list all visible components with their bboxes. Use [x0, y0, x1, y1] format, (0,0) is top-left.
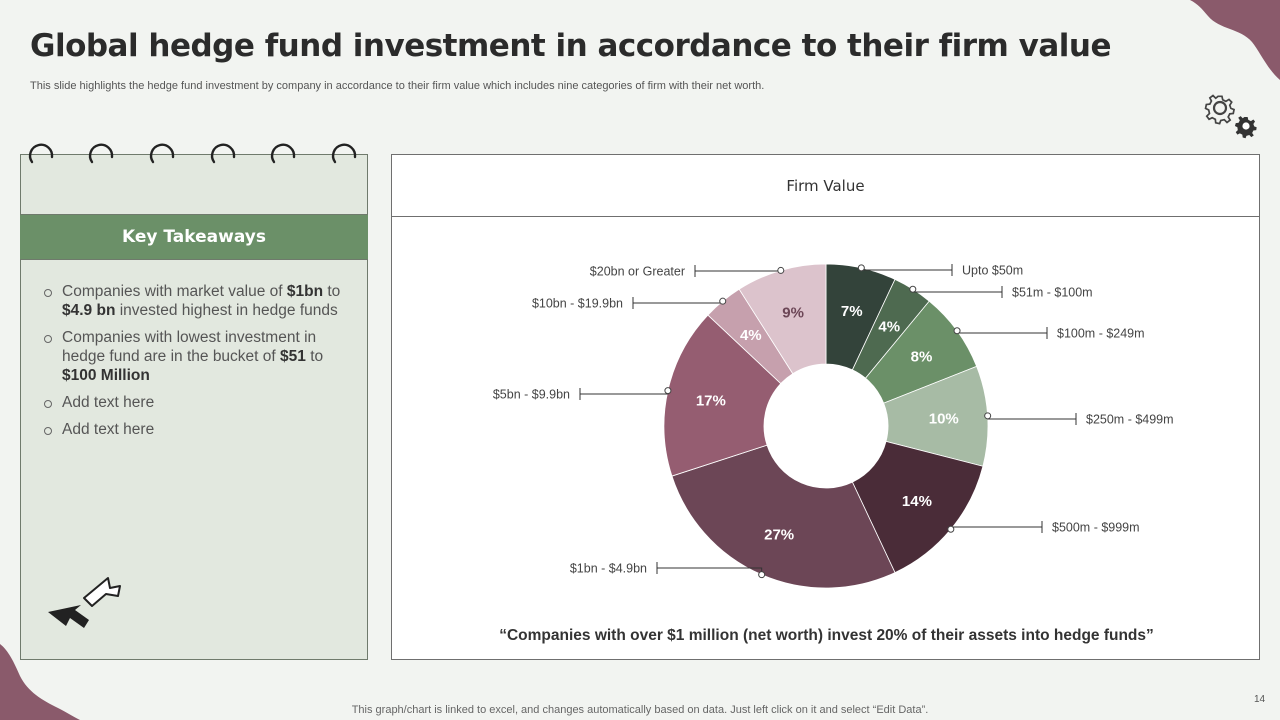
takeaway-text: Companies with lowest investment in hedg… [62, 329, 317, 365]
takeaway-text: to [305, 348, 324, 365]
leader-dot [758, 571, 766, 579]
slice-category-label: $100m - $249m [1057, 327, 1145, 341]
panel-quote: “Companies with over $1 million (net wor… [499, 627, 1154, 644]
leader-dot [664, 387, 672, 395]
slice-category-label: $20bn or Greater [590, 265, 685, 279]
takeaway-text: Add text here [62, 394, 155, 411]
leader-dot [857, 264, 865, 272]
footer-note: This graph/chart is linked to excel, and… [351, 704, 929, 716]
firm-value-panel: Firm Value 7% Upto $50m 4% $51m - $100m 8% $1… [391, 154, 1260, 660]
slice-category-label: $5bn - $9.9bn [493, 388, 570, 402]
takeaway-text: Companies with market value of [62, 283, 287, 300]
donut-slice[interactable] [738, 263, 827, 375]
slice-data-label: 4% [878, 318, 900, 335]
leader-dot [953, 327, 961, 335]
donut-slice[interactable] [663, 314, 782, 477]
slice-category-label: Upto $50m [962, 264, 1023, 278]
takeaway-highlight: $4.9 bn [62, 302, 116, 319]
donut-slice[interactable] [851, 440, 984, 574]
cursor-arrows-icon [48, 577, 121, 628]
leader-line [987, 415, 1076, 420]
takeaway-highlight: $100 Million [62, 367, 150, 384]
leader-dot [719, 297, 727, 305]
slice-category-label: $51m - $100m [1012, 286, 1093, 300]
firm-value-header: Firm Value [392, 155, 1259, 217]
takeaway-text: invested highest in hedge funds [115, 302, 338, 319]
gears-icon [1204, 94, 1257, 139]
corner-decoration-bottom-left [0, 644, 80, 720]
slice-category-label: $10bn - $19.9bn [532, 297, 623, 311]
takeaway-highlight: $51 [280, 348, 306, 365]
leader-line [860, 267, 952, 271]
corner-decoration-top-right [1190, 0, 1280, 80]
slice-category-label: $1bn - $4.9bn [570, 562, 647, 576]
leader-line [912, 289, 1002, 293]
leader-dot [909, 285, 917, 293]
slice-data-label: 17% [696, 392, 726, 409]
takeaway-item: Add text here [42, 393, 342, 412]
slice-data-label: 14% [902, 493, 932, 510]
slice-data-label: 4% [740, 327, 762, 344]
slice-data-label: 10% [929, 411, 959, 428]
key-takeaways-list: Companies with market value of $1bn to $… [42, 282, 342, 447]
takeaway-text: to [323, 283, 341, 300]
notepad-rings [28, 143, 357, 164]
leader-line [695, 270, 782, 272]
firm-value-donut-chart[interactable]: 7% Upto $50m 4% $51m - $100m 8% $100m - $249m… [392, 155, 1261, 661]
leader-dot [947, 525, 955, 533]
takeaway-item: Companies with lowest investment in hedg… [42, 328, 342, 385]
page-number: 14 [1254, 694, 1266, 705]
key-takeaways-header: Key Takeaways [20, 214, 368, 260]
page-subtitle: This slide highlights the hedge fund inv… [30, 80, 765, 92]
slice-category-label: $250m - $499m [1086, 413, 1174, 427]
leader-line [580, 390, 669, 395]
slice-data-label: 8% [911, 349, 933, 366]
slice-category-label: $500m - $999m [1052, 521, 1140, 535]
leader-line [657, 567, 763, 575]
takeaway-item: Companies with market value of $1bn to $… [42, 282, 342, 320]
donut-slice[interactable] [671, 444, 896, 589]
slice-data-label: 27% [764, 526, 794, 543]
takeaway-text: Add text here [62, 421, 155, 438]
takeaway-highlight: $1bn [286, 283, 324, 300]
leader-line [950, 526, 1042, 530]
leader-dot [984, 412, 992, 420]
leader-line [956, 330, 1047, 334]
page-title: Global hedge fund investment in accordan… [30, 28, 1112, 64]
leader-line [633, 301, 724, 304]
slice-data-label: 9% [782, 305, 804, 322]
slice-data-label: 7% [841, 303, 863, 320]
leader-dot [777, 266, 785, 274]
takeaway-item: Add text here [42, 420, 342, 439]
